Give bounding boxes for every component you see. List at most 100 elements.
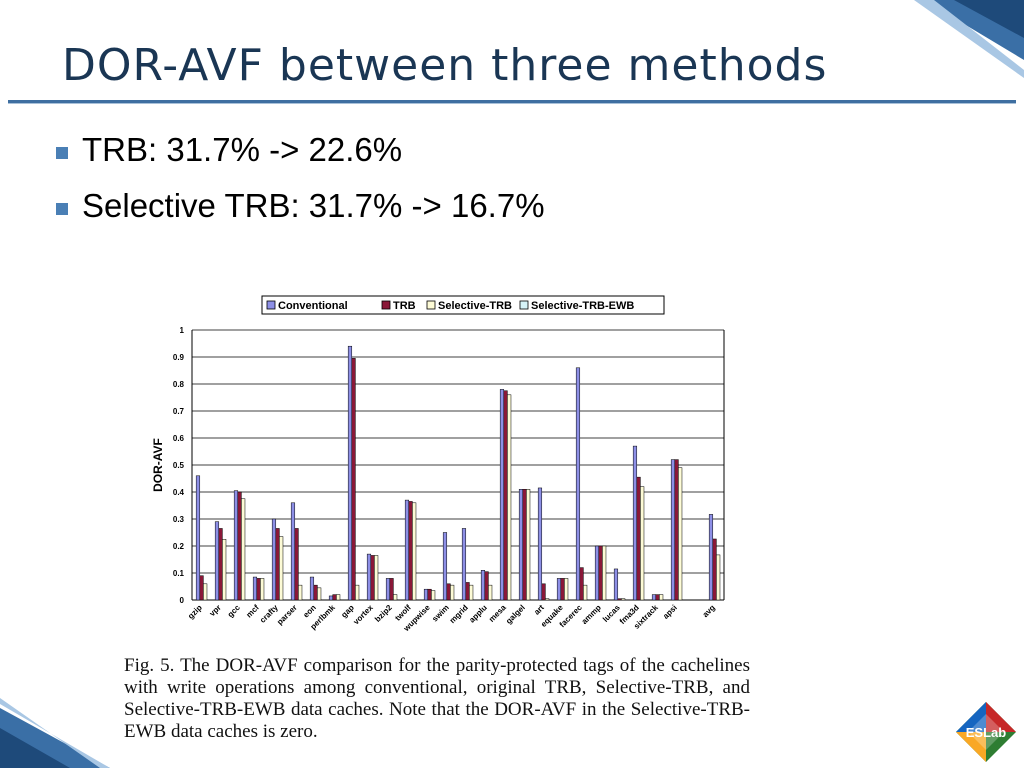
figure-caption: Fig. 5. The DOR-AVF comparison for the p… xyxy=(124,655,750,742)
x-tick-label: parser xyxy=(275,603,299,627)
legend-swatch xyxy=(381,300,391,310)
bullet-text: Selective TRB: 31.7% -> 16.7% xyxy=(82,187,545,224)
bar-selective-trb xyxy=(526,489,531,601)
bar-trb xyxy=(370,555,375,601)
bar-selective-trb xyxy=(279,536,284,601)
bar-trb xyxy=(674,459,679,601)
bar-conventional xyxy=(347,345,353,601)
bullet-item: TRB: 31.7% -> 22.6% xyxy=(56,122,545,178)
bar-selective-trb xyxy=(659,594,664,601)
y-tick-label: 0 xyxy=(180,596,185,605)
bar-conventional xyxy=(480,570,486,601)
bar-conventional xyxy=(328,595,334,601)
bar-conventional xyxy=(404,499,410,601)
bar-trb xyxy=(484,571,489,601)
legend-swatch xyxy=(266,300,276,310)
bar-trb xyxy=(655,594,660,601)
legend-swatch xyxy=(426,300,436,310)
bar-trb xyxy=(427,588,432,601)
bar-trb xyxy=(465,582,470,601)
logo-text: ESLab xyxy=(966,725,1007,740)
y-tick-label: 0.3 xyxy=(173,515,185,524)
bar-conventional xyxy=(233,490,239,601)
bar-conventional xyxy=(556,578,562,601)
bar-trb xyxy=(503,390,508,601)
bar-trb xyxy=(560,578,565,601)
y-tick-label: 0.8 xyxy=(173,380,185,389)
y-tick-label: 0.7 xyxy=(173,407,185,416)
bar-selective-trb xyxy=(317,587,322,601)
y-tick-label: 0.2 xyxy=(173,542,185,551)
legend-label: TRB xyxy=(393,300,416,312)
corner-decoration-top-right xyxy=(914,0,1024,78)
bar-selective-trb xyxy=(640,486,645,601)
bar-trb xyxy=(199,575,204,601)
eslab-logo-icon: ESLab xyxy=(956,702,1016,762)
x-tick-label: galgel xyxy=(504,603,527,626)
bar-trb xyxy=(541,583,546,601)
bar-selective-trb xyxy=(716,554,721,601)
bar-selective-trb xyxy=(222,539,227,601)
y-tick-label: 0.4 xyxy=(173,488,185,497)
slide-title: DOR-AVF between three methods xyxy=(62,40,828,91)
bar-conventional xyxy=(708,514,714,601)
y-tick-label: 0.6 xyxy=(173,434,185,443)
y-tick-label: 0.5 xyxy=(173,461,185,470)
x-tick-label: avg xyxy=(701,603,717,619)
bar-selective-trb xyxy=(393,594,398,601)
x-tick-label: swim xyxy=(430,603,451,624)
bar-selective-trb xyxy=(678,467,683,601)
bar-selective-trb xyxy=(336,594,341,601)
title-underline xyxy=(8,100,1016,104)
bar-conventional xyxy=(518,489,524,601)
y-tick-label: 0.9 xyxy=(173,353,185,362)
bar-selective-trb xyxy=(298,584,303,601)
x-tick-label: vortex xyxy=(352,603,376,627)
bar-conventional xyxy=(594,545,600,601)
bar-selective-trb xyxy=(469,584,474,601)
x-tick-label: applu xyxy=(467,603,489,625)
bullet-square-icon xyxy=(56,203,68,215)
y-tick-label: 1 xyxy=(180,326,185,335)
bar-conventional xyxy=(651,594,657,601)
legend-swatch xyxy=(519,300,529,310)
bar-conventional xyxy=(366,553,372,601)
bar-conventional xyxy=(385,578,391,601)
bar-trb xyxy=(256,578,261,601)
bar-conventional xyxy=(309,576,315,601)
x-tick-label: bzip2 xyxy=(373,603,394,624)
legend-label: Selective-TRB xyxy=(438,300,512,312)
legend-box xyxy=(261,295,665,315)
bullet-item: Selective TRB: 31.7% -> 16.7% xyxy=(56,178,545,234)
bar-selective-trb xyxy=(260,578,265,601)
legend-label: Selective-TRB-EWB xyxy=(531,300,634,312)
x-tick-label: gcc xyxy=(226,603,243,620)
bar-trb xyxy=(332,594,337,601)
x-tick-label: vpr xyxy=(208,603,223,618)
bar-trb xyxy=(712,538,717,601)
bar-conventional xyxy=(537,487,543,601)
bar-trb xyxy=(617,598,622,601)
bar-conventional xyxy=(423,588,429,601)
bar-trb xyxy=(636,476,641,601)
bar-selective-trb xyxy=(203,583,208,601)
legend-label: Conventional xyxy=(278,300,348,312)
bar-trb xyxy=(351,358,356,601)
x-tick-label: mgrid xyxy=(448,603,470,625)
bullet-list: TRB: 31.7% -> 22.6% Selective TRB: 31.7%… xyxy=(56,122,545,234)
bar-conventional xyxy=(271,518,277,601)
bar-conventional xyxy=(632,445,638,601)
bar-selective-trb xyxy=(621,598,626,601)
bar-selective-trb xyxy=(583,584,588,601)
bar-trb xyxy=(237,491,242,601)
bar-conventional xyxy=(499,389,505,601)
bar-selective-trb xyxy=(602,545,607,601)
bar-trb xyxy=(218,528,223,601)
chart-legend: Conventional TRB Selective-TRB Selective-TR… xyxy=(261,295,665,315)
bar-selective-trb xyxy=(507,394,512,601)
bar-conventional xyxy=(613,568,619,601)
x-tick-label: art xyxy=(532,603,546,617)
bar-selective-trb xyxy=(545,598,550,601)
bar-conventional xyxy=(442,532,448,601)
bar-selective-trb xyxy=(564,578,569,601)
